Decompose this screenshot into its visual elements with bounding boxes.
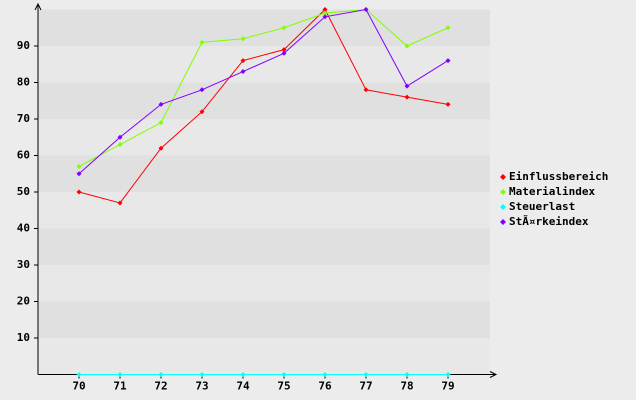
x-tick-label: 76: [318, 380, 332, 393]
legend-marker: [500, 219, 506, 225]
x-tick-label: 79: [441, 380, 454, 393]
point: [240, 69, 246, 75]
point: [404, 94, 410, 100]
point: [199, 39, 205, 45]
y-tick-label: 40: [17, 222, 30, 235]
grid-band: [38, 119, 490, 156]
point: [158, 145, 164, 151]
grid-band: [38, 82, 490, 119]
point: [281, 47, 287, 53]
grid-band: [38, 192, 490, 229]
x-tick-label: 75: [277, 380, 290, 393]
point: [117, 200, 123, 206]
grid-band: [38, 9, 490, 46]
legend-marker: [500, 189, 506, 195]
grid-band: [38, 338, 490, 375]
x-tick-label: 77: [359, 380, 372, 393]
legend-label: Materialindex: [509, 185, 595, 198]
legend-label: Steuerlast: [509, 200, 575, 213]
point: [117, 134, 123, 140]
series-line: [78, 8, 449, 204]
point: [199, 87, 205, 93]
point: [76, 171, 82, 177]
point: [240, 36, 246, 42]
grid-band: [38, 301, 490, 338]
x-tick-label: 73: [195, 380, 208, 393]
point: [281, 50, 287, 56]
point: [322, 14, 328, 20]
y-tick-label: 50: [17, 185, 30, 198]
x-tick-label: 78: [400, 380, 413, 393]
y-tick-label: 20: [17, 295, 30, 308]
grid-band: [38, 46, 490, 83]
point: [363, 7, 369, 12]
point: [240, 372, 246, 377]
point: [117, 372, 123, 377]
point: [445, 25, 451, 31]
grid-band: [38, 155, 490, 192]
x-tick-label: 70: [72, 380, 85, 393]
point: [322, 7, 328, 12]
y-tick-label: 10: [17, 331, 30, 344]
point: [158, 120, 164, 126]
point: [76, 163, 82, 169]
point: [404, 372, 410, 377]
point: [363, 372, 369, 377]
legend-marker: [500, 204, 506, 210]
point: [404, 43, 410, 49]
point: [199, 109, 205, 115]
y-tick-label: 60: [17, 149, 30, 162]
series-line: [78, 8, 449, 175]
point: [281, 25, 287, 31]
x-axis-arrow: [489, 371, 498, 378]
grid-band: [38, 228, 490, 265]
y-tick-label: 70: [17, 112, 30, 125]
legend-marker: [500, 174, 506, 180]
point: [322, 372, 328, 377]
point: [445, 101, 451, 107]
point: [363, 87, 369, 93]
point: [117, 142, 123, 148]
point: [240, 58, 246, 64]
grid-band: [38, 265, 490, 302]
legend-label: Einflussbereich: [509, 170, 608, 183]
point: [404, 83, 410, 89]
series-line: [78, 8, 449, 167]
y-tick-label: 80: [17, 76, 30, 89]
y-tick-label: 90: [17, 39, 30, 52]
point: [76, 372, 82, 377]
legend-label: StÃ¤rkeindex: [509, 215, 589, 228]
y-tick-label: 30: [17, 258, 30, 271]
point: [158, 372, 164, 377]
x-tick-label: 74: [236, 380, 250, 393]
point: [322, 10, 328, 16]
point: [281, 372, 287, 377]
y-axis-arrow: [34, 2, 42, 11]
point: [445, 372, 451, 377]
point: [158, 101, 164, 107]
x-tick-label: 71: [113, 380, 127, 393]
point: [199, 372, 205, 377]
point: [445, 58, 451, 64]
x-tick-label: 72: [154, 380, 167, 393]
point: [76, 189, 82, 195]
